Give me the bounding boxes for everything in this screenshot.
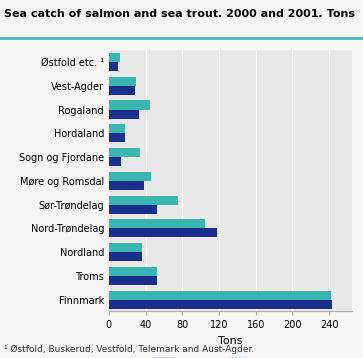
- Bar: [109, 110, 139, 118]
- Text: Sea catch of salmon and sea trout. 2000 and 2001. Tons: Sea catch of salmon and sea trout. 2000 …: [4, 9, 355, 19]
- Bar: [109, 172, 151, 181]
- Legend: 2000, 2001: 2000, 2001: [148, 354, 288, 358]
- Bar: [109, 219, 205, 228]
- Bar: [109, 276, 156, 285]
- Bar: [109, 243, 142, 252]
- Bar: [109, 267, 156, 276]
- Bar: [109, 86, 135, 95]
- Bar: [109, 204, 156, 214]
- Bar: [109, 291, 331, 300]
- Bar: [109, 101, 150, 110]
- Bar: [109, 77, 136, 86]
- Bar: [109, 228, 217, 237]
- Text: ¹ Østfold, Buskerud, Vestfold, Telemark and Aust-Agder.: ¹ Østfold, Buskerud, Vestfold, Telemark …: [4, 345, 254, 354]
- Bar: [109, 62, 118, 71]
- Bar: [109, 148, 140, 157]
- Bar: [109, 157, 121, 166]
- X-axis label: Tons: Tons: [218, 336, 243, 346]
- Bar: [109, 300, 332, 309]
- Bar: [109, 181, 144, 190]
- Bar: [109, 195, 178, 204]
- Bar: [109, 133, 126, 142]
- Bar: [109, 124, 126, 133]
- Bar: [109, 252, 142, 261]
- Bar: [109, 53, 120, 62]
